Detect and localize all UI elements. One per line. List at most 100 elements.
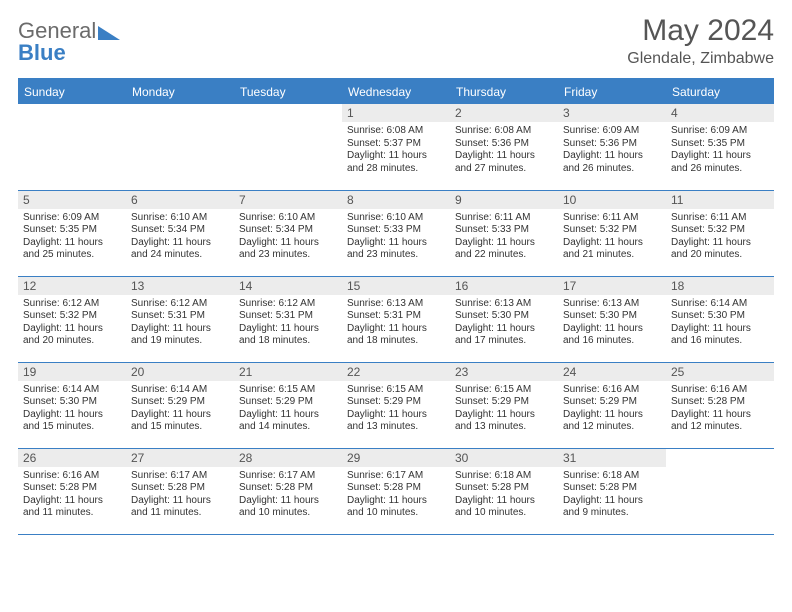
weekday-header: Friday (558, 79, 666, 104)
day-cell: 9Sunrise: 6:11 AMSunset: 5:33 PMDaylight… (450, 190, 558, 276)
empty-cell (666, 448, 774, 534)
day-cell: 26Sunrise: 6:16 AMSunset: 5:28 PMDayligh… (18, 448, 126, 534)
sunset-line: Sunset: 5:33 PM (347, 224, 445, 237)
sunrise-line: Sunrise: 6:10 AM (131, 212, 229, 225)
day-cell: 29Sunrise: 6:17 AMSunset: 5:28 PMDayligh… (342, 448, 450, 534)
day-body: Sunrise: 6:15 AMSunset: 5:29 PMDaylight:… (234, 381, 342, 437)
day-cell: 27Sunrise: 6:17 AMSunset: 5:28 PMDayligh… (126, 448, 234, 534)
day-cell: 13Sunrise: 6:12 AMSunset: 5:31 PMDayligh… (126, 276, 234, 362)
sunset-line: Sunset: 5:31 PM (347, 310, 445, 323)
day-body: Sunrise: 6:17 AMSunset: 5:28 PMDaylight:… (342, 467, 450, 523)
daylight-line: Daylight: 11 hours and 13 minutes. (347, 409, 445, 434)
sunrise-line: Sunrise: 6:10 AM (239, 212, 337, 225)
weekday-header: Monday (126, 79, 234, 104)
sunset-line: Sunset: 5:29 PM (563, 396, 661, 409)
day-number: 18 (666, 277, 774, 295)
sunset-line: Sunset: 5:34 PM (239, 224, 337, 237)
weekday-header: Thursday (450, 79, 558, 104)
day-body: Sunrise: 6:17 AMSunset: 5:28 PMDaylight:… (234, 467, 342, 523)
sunset-line: Sunset: 5:32 PM (671, 224, 769, 237)
day-body: Sunrise: 6:10 AMSunset: 5:34 PMDaylight:… (126, 209, 234, 265)
day-cell: 23Sunrise: 6:15 AMSunset: 5:29 PMDayligh… (450, 362, 558, 448)
day-number: 27 (126, 449, 234, 467)
day-body: Sunrise: 6:10 AMSunset: 5:34 PMDaylight:… (234, 209, 342, 265)
day-cell: 24Sunrise: 6:16 AMSunset: 5:29 PMDayligh… (558, 362, 666, 448)
day-body: Sunrise: 6:16 AMSunset: 5:28 PMDaylight:… (666, 381, 774, 437)
day-number: 30 (450, 449, 558, 467)
day-number: 2 (450, 104, 558, 122)
sunset-line: Sunset: 5:30 PM (671, 310, 769, 323)
day-number: 14 (234, 277, 342, 295)
daylight-line: Daylight: 11 hours and 21 minutes. (563, 237, 661, 262)
day-number: 26 (18, 449, 126, 467)
brand-part2: Blue (18, 42, 120, 64)
daylight-line: Daylight: 11 hours and 22 minutes. (455, 237, 553, 262)
calendar-row: 12Sunrise: 6:12 AMSunset: 5:32 PMDayligh… (18, 276, 774, 362)
daylight-line: Daylight: 11 hours and 15 minutes. (131, 409, 229, 434)
sunrise-line: Sunrise: 6:17 AM (131, 470, 229, 483)
daylight-line: Daylight: 11 hours and 18 minutes. (239, 323, 337, 348)
day-number: 24 (558, 363, 666, 381)
sunrise-line: Sunrise: 6:15 AM (347, 384, 445, 397)
sunrise-line: Sunrise: 6:13 AM (347, 298, 445, 311)
day-number: 31 (558, 449, 666, 467)
sunrise-line: Sunrise: 6:09 AM (563, 125, 661, 138)
sunset-line: Sunset: 5:30 PM (23, 396, 121, 409)
sunrise-line: Sunrise: 6:11 AM (563, 212, 661, 225)
day-number: 17 (558, 277, 666, 295)
day-body: Sunrise: 6:15 AMSunset: 5:29 PMDaylight:… (450, 381, 558, 437)
day-body: Sunrise: 6:10 AMSunset: 5:33 PMDaylight:… (342, 209, 450, 265)
daylight-line: Daylight: 11 hours and 12 minutes. (671, 409, 769, 434)
sunrise-line: Sunrise: 6:15 AM (239, 384, 337, 397)
sunrise-line: Sunrise: 6:15 AM (455, 384, 553, 397)
daylight-line: Daylight: 11 hours and 16 minutes. (671, 323, 769, 348)
day-number: 25 (666, 363, 774, 381)
sunset-line: Sunset: 5:28 PM (671, 396, 769, 409)
daylight-line: Daylight: 11 hours and 18 minutes. (347, 323, 445, 348)
day-body: Sunrise: 6:18 AMSunset: 5:28 PMDaylight:… (450, 467, 558, 523)
calendar-table: SundayMondayTuesdayWednesdayThursdayFrid… (18, 78, 774, 535)
daylight-line: Daylight: 11 hours and 16 minutes. (563, 323, 661, 348)
day-number: 23 (450, 363, 558, 381)
day-number: 29 (342, 449, 450, 467)
daylight-line: Daylight: 11 hours and 13 minutes. (455, 409, 553, 434)
sunrise-line: Sunrise: 6:17 AM (239, 470, 337, 483)
day-cell: 4Sunrise: 6:09 AMSunset: 5:35 PMDaylight… (666, 104, 774, 190)
daylight-line: Daylight: 11 hours and 19 minutes. (131, 323, 229, 348)
day-body: Sunrise: 6:12 AMSunset: 5:32 PMDaylight:… (18, 295, 126, 351)
day-cell: 21Sunrise: 6:15 AMSunset: 5:29 PMDayligh… (234, 362, 342, 448)
day-number: 11 (666, 191, 774, 209)
sunset-line: Sunset: 5:31 PM (131, 310, 229, 323)
daylight-line: Daylight: 11 hours and 23 minutes. (347, 237, 445, 262)
sunrise-line: Sunrise: 6:12 AM (239, 298, 337, 311)
daylight-line: Daylight: 11 hours and 26 minutes. (671, 150, 769, 175)
sunrise-line: Sunrise: 6:16 AM (671, 384, 769, 397)
weekday-header: Wednesday (342, 79, 450, 104)
sail-icon (98, 26, 120, 40)
day-cell: 5Sunrise: 6:09 AMSunset: 5:35 PMDaylight… (18, 190, 126, 276)
day-body: Sunrise: 6:11 AMSunset: 5:33 PMDaylight:… (450, 209, 558, 265)
day-number: 9 (450, 191, 558, 209)
day-number: 21 (234, 363, 342, 381)
weekday-header-row: SundayMondayTuesdayWednesdayThursdayFrid… (18, 79, 774, 104)
daylight-line: Daylight: 11 hours and 25 minutes. (23, 237, 121, 262)
sunset-line: Sunset: 5:32 PM (563, 224, 661, 237)
day-body: Sunrise: 6:12 AMSunset: 5:31 PMDaylight:… (234, 295, 342, 351)
daylight-line: Daylight: 11 hours and 17 minutes. (455, 323, 553, 348)
day-number: 22 (342, 363, 450, 381)
sunrise-line: Sunrise: 6:18 AM (455, 470, 553, 483)
day-body: Sunrise: 6:14 AMSunset: 5:30 PMDaylight:… (666, 295, 774, 351)
day-number: 20 (126, 363, 234, 381)
daylight-line: Daylight: 11 hours and 10 minutes. (455, 495, 553, 520)
day-body: Sunrise: 6:13 AMSunset: 5:30 PMDaylight:… (450, 295, 558, 351)
sunrise-line: Sunrise: 6:14 AM (671, 298, 769, 311)
day-number: 8 (342, 191, 450, 209)
day-number: 7 (234, 191, 342, 209)
sunset-line: Sunset: 5:30 PM (563, 310, 661, 323)
weekday-header: Saturday (666, 79, 774, 104)
day-number: 16 (450, 277, 558, 295)
sunrise-line: Sunrise: 6:11 AM (455, 212, 553, 225)
sunset-line: Sunset: 5:37 PM (347, 138, 445, 151)
sunset-line: Sunset: 5:28 PM (563, 482, 661, 495)
sunrise-line: Sunrise: 6:13 AM (455, 298, 553, 311)
